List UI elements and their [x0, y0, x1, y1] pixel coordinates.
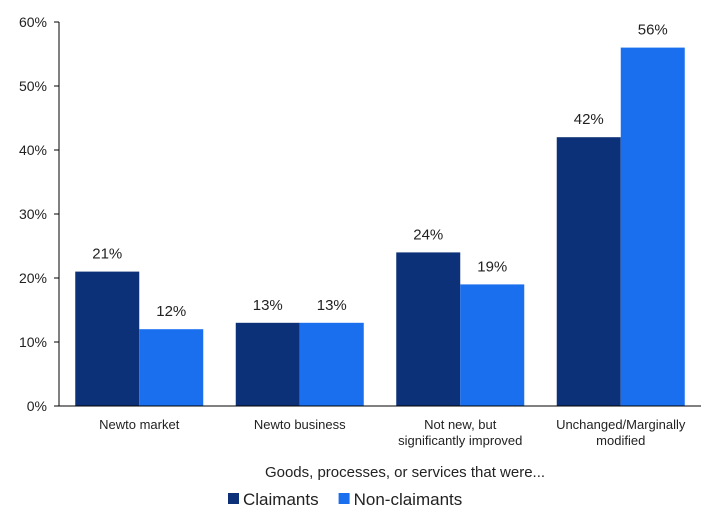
data-labels: 21% 12% 13% 13% 24% 19% 42% 56% [92, 22, 668, 321]
bar-non-claimants [299, 322, 364, 406]
legend-swatch [228, 493, 239, 504]
data-label: 13% [317, 297, 347, 314]
category-label: modified [596, 433, 645, 448]
y-tick-label: 10% [19, 334, 47, 350]
category-label: significantly improved [398, 433, 522, 448]
y-tick-label: 20% [19, 270, 47, 286]
data-label: 13% [253, 297, 283, 314]
category-label: Unchanged/Marginally [556, 417, 686, 432]
bar-non-claimants [139, 329, 204, 406]
x-axis-title: Goods, processes, or services that were.… [265, 464, 545, 481]
category-label: Not new, but [424, 417, 497, 432]
y-tick-label: 30% [19, 206, 47, 222]
bar-claimants [75, 271, 140, 406]
data-label: 24% [413, 226, 443, 243]
category-labels: Newto market Newto business Not new, butsi… [99, 417, 686, 448]
category-label: Newto business [254, 417, 346, 432]
bar-claimants [556, 137, 621, 406]
legend-swatch [338, 493, 350, 504]
y-axis-ticks: 0% 10% 20% 30% 40% 50% 60% [19, 14, 59, 414]
bars [75, 47, 685, 406]
data-label: 12% [156, 303, 186, 320]
category-label: Newto market [99, 417, 180, 432]
bar-claimants [396, 252, 461, 406]
data-label: 19% [477, 258, 507, 275]
bar-non-claimants [620, 47, 685, 406]
y-tick-label: 40% [19, 142, 47, 158]
data-label: 42% [574, 111, 604, 128]
legend: Claimants Non-claimants [228, 490, 462, 509]
y-tick-label: 50% [19, 78, 47, 94]
y-tick-label: 0% [27, 398, 47, 414]
legend-label: Non-claimants [354, 490, 463, 509]
bar-non-claimants [460, 284, 525, 406]
legend-label: Claimants [243, 490, 319, 509]
y-tick-label: 60% [19, 14, 47, 30]
data-label: 21% [92, 246, 122, 263]
bar-claimants [235, 322, 300, 406]
data-label: 56% [638, 22, 668, 39]
